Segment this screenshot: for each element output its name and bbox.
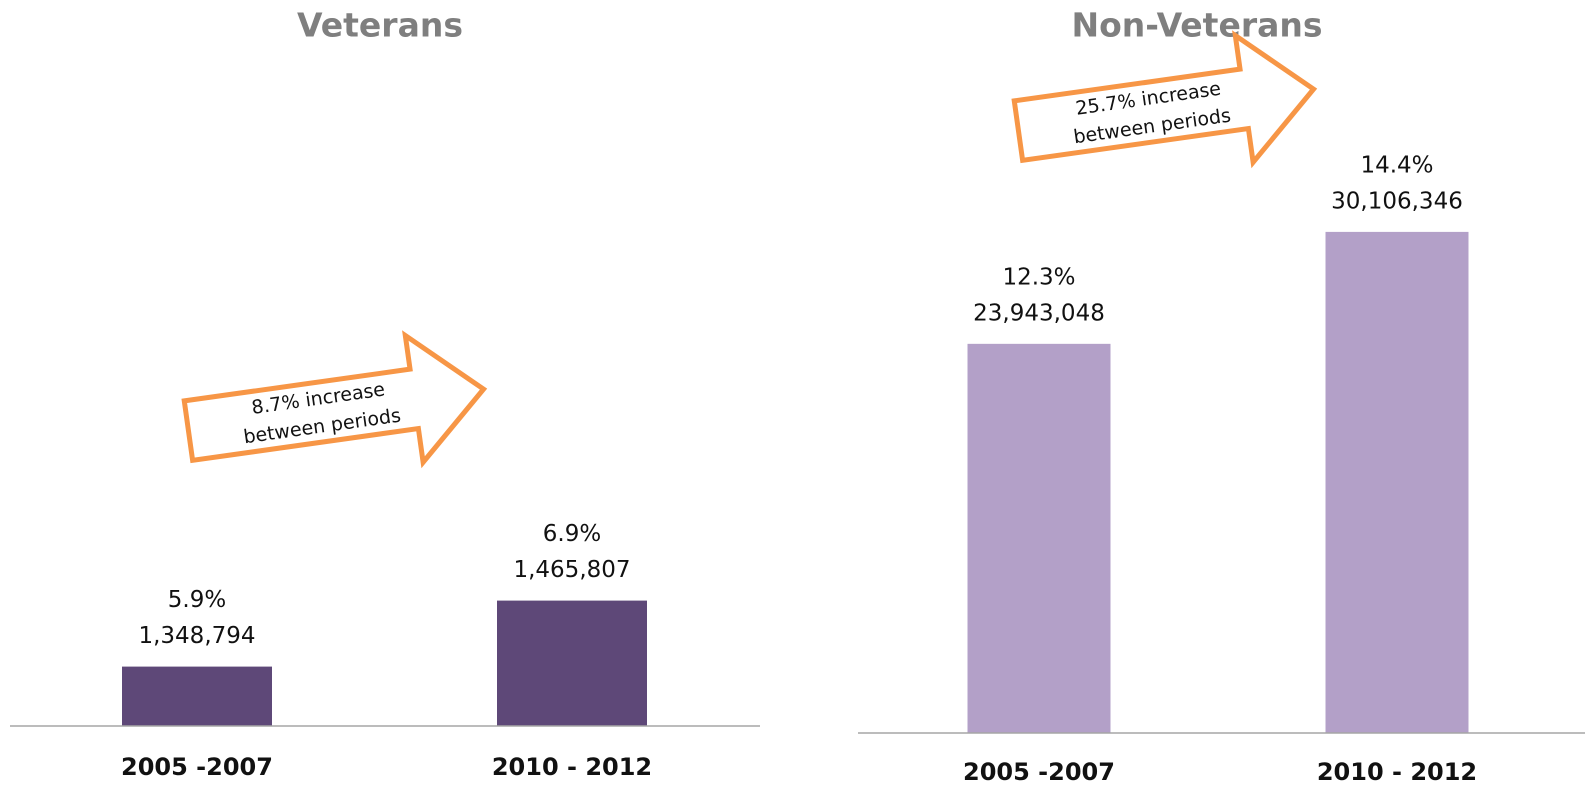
chart-title: Veterans (297, 6, 463, 45)
arrow-shape (1011, 30, 1318, 169)
x-tick-label: 2010 - 2012 (492, 753, 652, 781)
x-tick-label: 2005 -2007 (963, 758, 1115, 786)
arrow-shape (181, 330, 488, 469)
value-label: 14.4% (1360, 152, 1433, 178)
count-label: 30,106,346 (1331, 188, 1463, 214)
bar (497, 600, 647, 726)
bar (122, 666, 272, 726)
value-label: 12.3% (1002, 264, 1075, 290)
count-label: 1,465,807 (513, 557, 630, 583)
x-tick-label: 2010 - 2012 (1317, 758, 1477, 786)
count-label: 1,348,794 (138, 623, 255, 649)
bar (967, 343, 1111, 733)
x-tick-label: 2005 -2007 (121, 753, 273, 781)
value-label: 5.9% (168, 587, 226, 613)
bar (1325, 231, 1469, 734)
count-label: 23,943,048 (973, 300, 1105, 326)
chart-title: Non-Veterans (1071, 6, 1322, 45)
value-label: 6.9% (543, 521, 601, 547)
